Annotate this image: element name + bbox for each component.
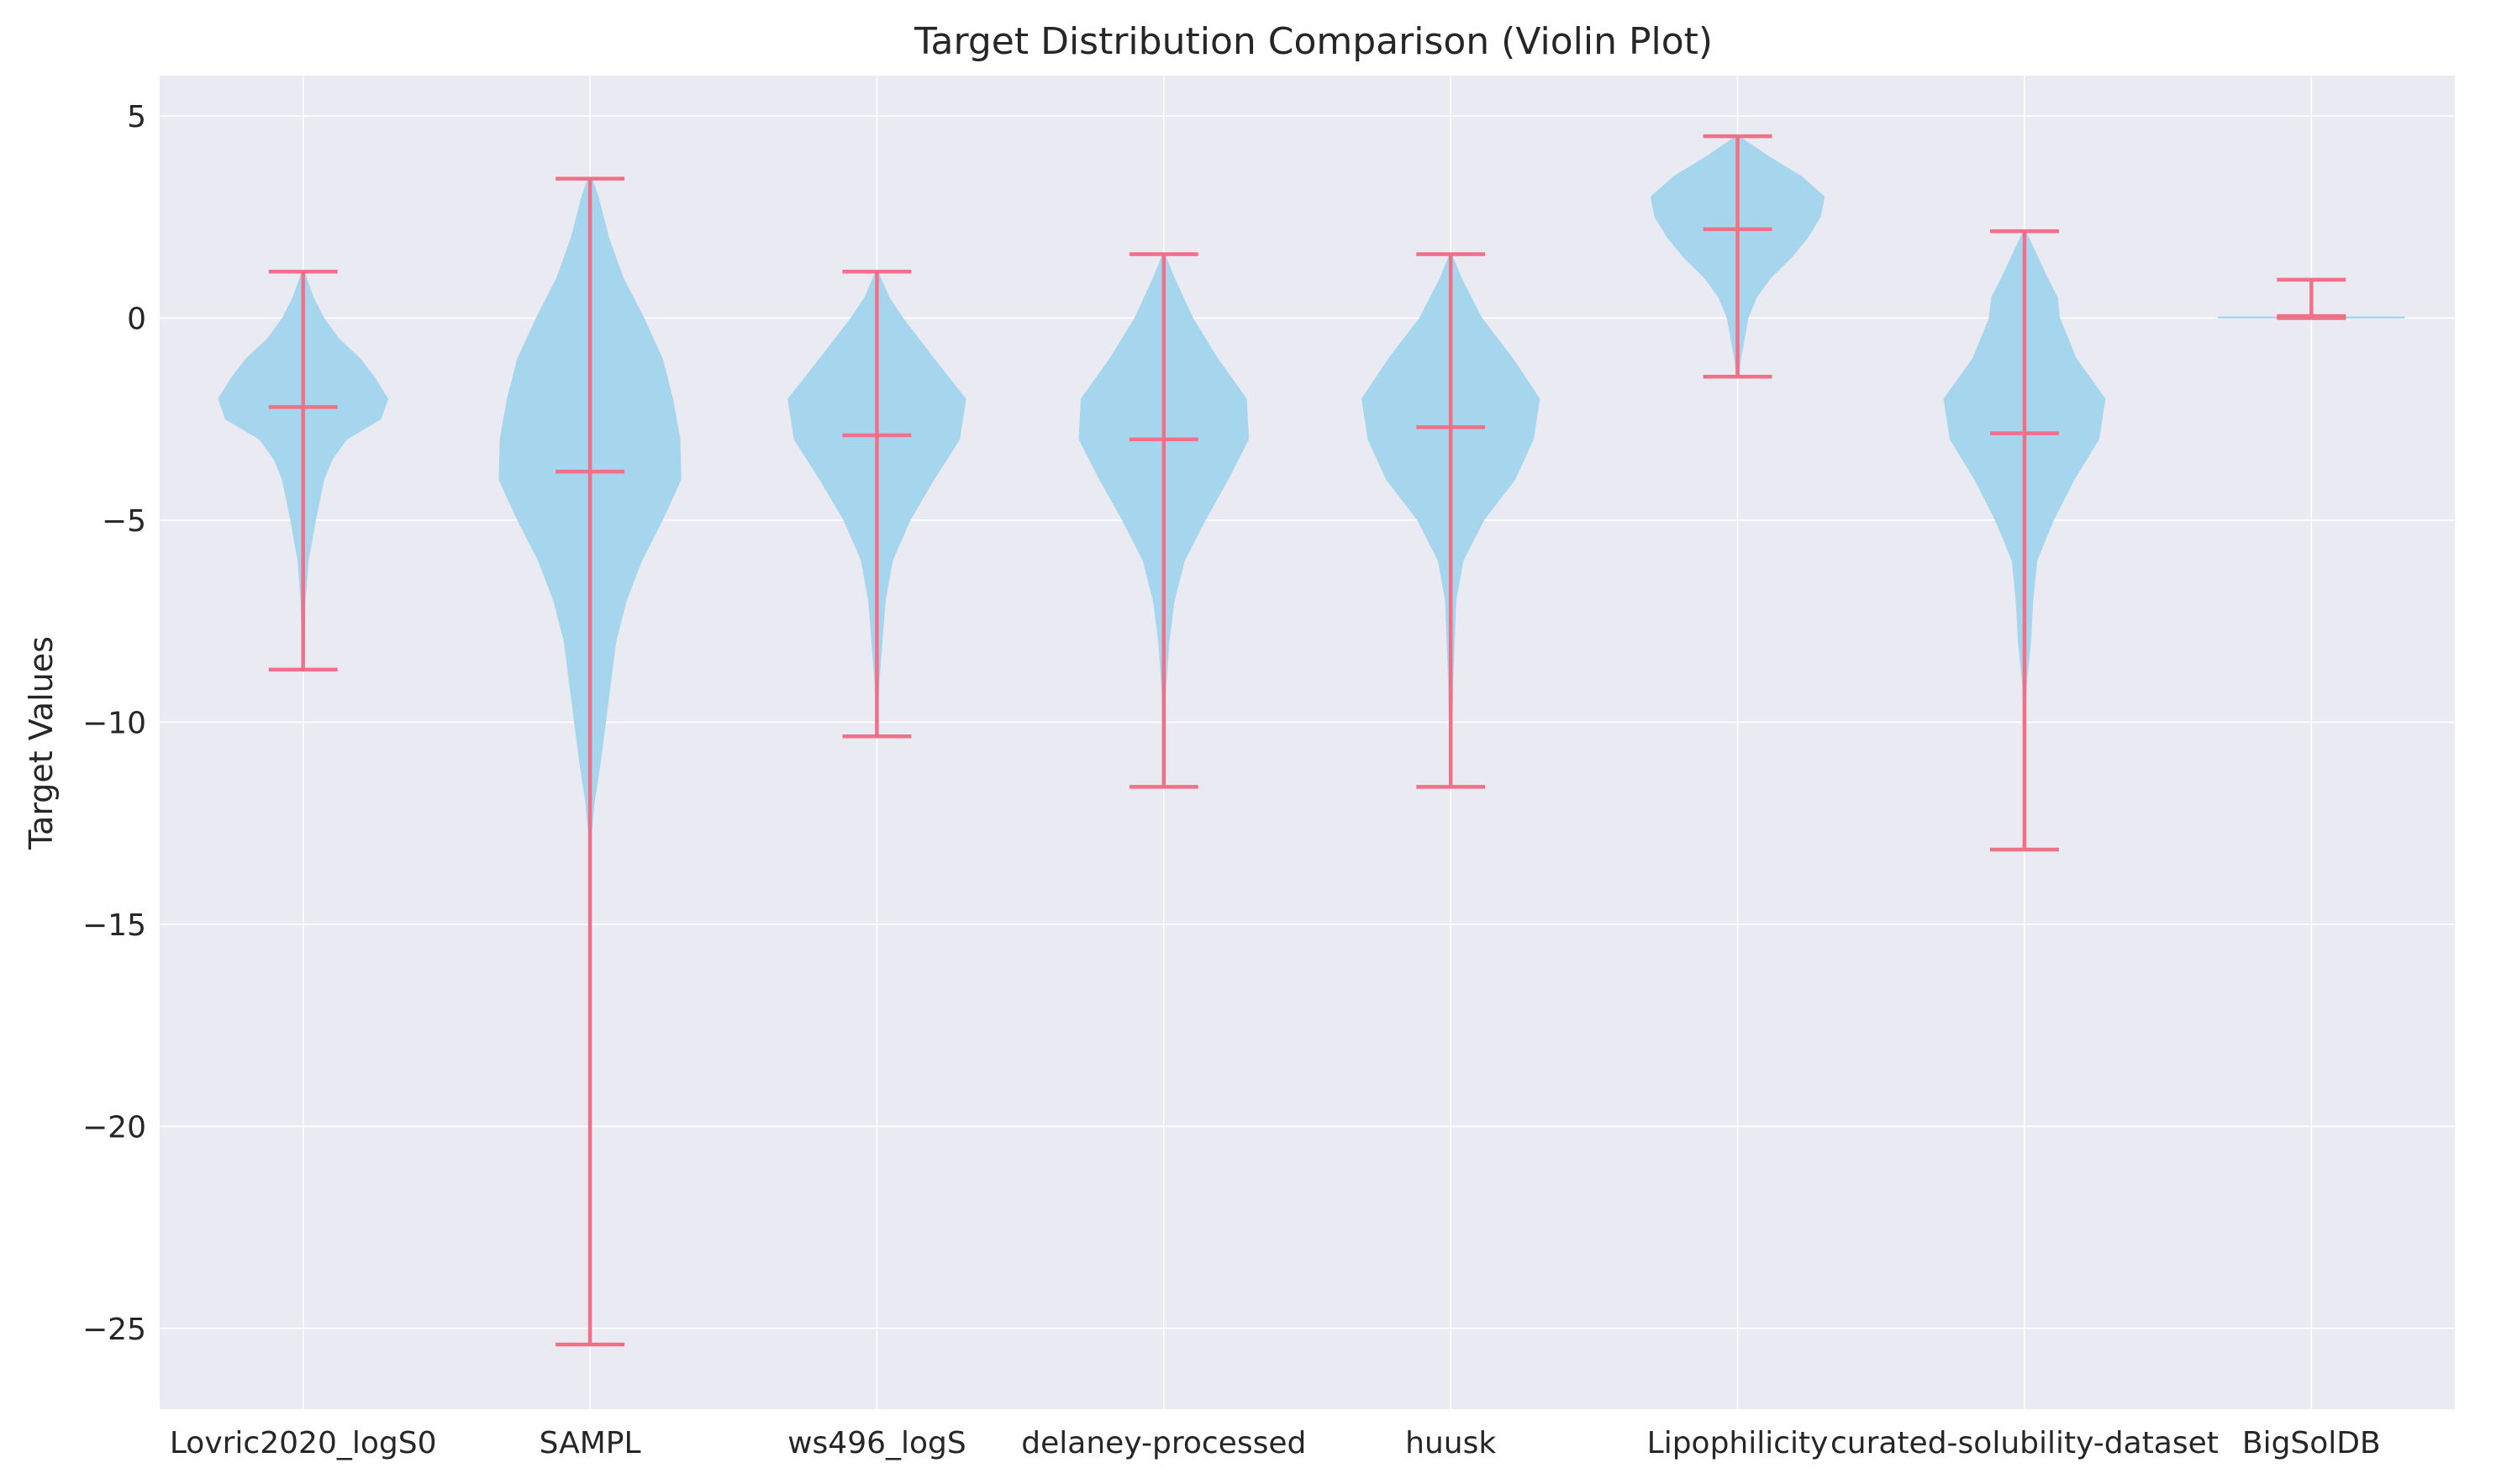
y-axis-label: Target Values [23,636,60,850]
y-tick-label: −15 [82,908,146,943]
x-tick-label: SAMPL [540,1426,641,1460]
y-ticks: 5 0 −5 −10 −15 −20 −25 [82,100,146,1347]
y-tick-label: 5 [127,100,146,134]
x-tick-label: curated-solubility-dataset [1830,1426,2219,1460]
y-tick-label: 0 [127,303,146,337]
y-tick-label: −5 [102,504,146,539]
x-tick-label: Lovric2020_logS0 [170,1426,437,1460]
plot-area [160,76,2455,1409]
x-tick-label: BigSolDB [2242,1426,2381,1460]
y-tick-label: −20 [82,1110,146,1145]
violin-lines [268,134,2346,1347]
x-tick-label: huusk [1405,1426,1496,1460]
chart-title: Target Distribution Comparison (Violin P… [914,20,1713,63]
y-tick-label: −10 [82,706,146,740]
x-tick-label: Lipophilicity [1647,1426,1829,1460]
x-ticks: Lovric2020_logS0 SAMPL ws496_logS delaney-p… [170,1426,2381,1460]
x-tick-label: delaney-processed [1021,1426,1306,1460]
x-tick-label: ws496_logS [787,1426,966,1460]
y-tick-label: −25 [82,1313,146,1347]
